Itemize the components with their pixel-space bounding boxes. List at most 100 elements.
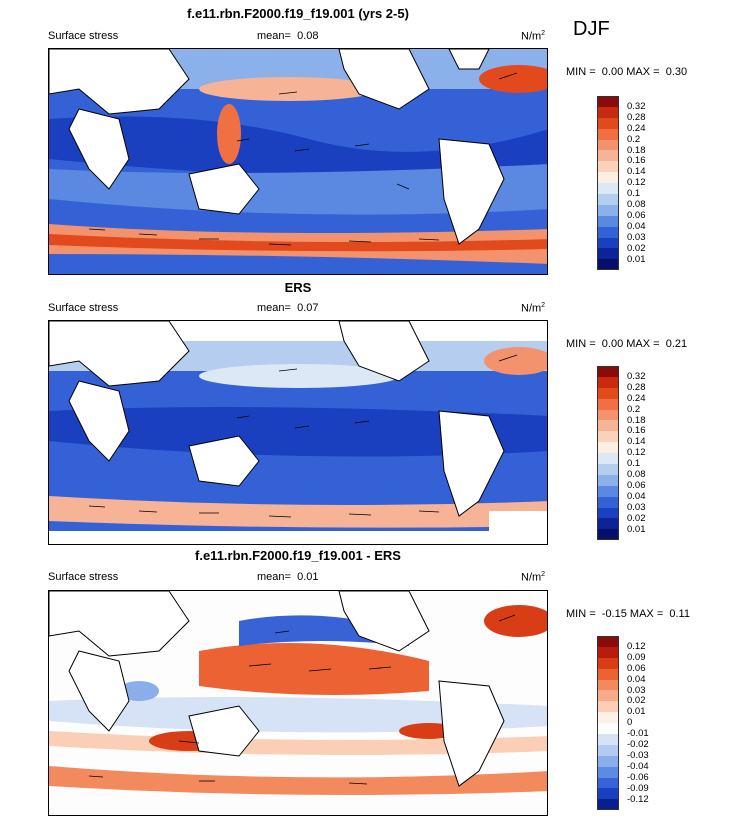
colorbar-tick-label: 0.01 xyxy=(627,523,646,535)
colorbar-swatch xyxy=(597,204,619,216)
colorbar-swatch xyxy=(597,183,619,195)
colorbar-swatch xyxy=(597,226,619,238)
panel-2-variable: Surface stress xyxy=(48,302,119,314)
panel-3-minmax: MIN = -0.15 MAX = 0.11 xyxy=(566,608,690,620)
panel-1-map xyxy=(48,48,548,275)
colorbar-swatch xyxy=(597,657,619,669)
colorbar-tick-label: 0.04 xyxy=(627,220,646,232)
colorbar-swatch xyxy=(597,701,619,713)
colorbar-swatch xyxy=(597,442,619,454)
colorbar-swatch xyxy=(597,96,619,107)
panel-3-units: N/m2 xyxy=(521,571,546,584)
colorbar-swatch xyxy=(597,259,619,271)
colorbar-swatch xyxy=(597,464,619,475)
colorbar-swatch xyxy=(597,398,619,410)
colorbar-tick-label: -0.02 xyxy=(627,739,649,750)
colorbar-swatch xyxy=(597,766,619,778)
colorbar-swatch xyxy=(597,172,619,184)
panel-1-map-svg xyxy=(49,49,547,274)
panel-1-minmax: MIN = 0.00 MAX = 0.30 xyxy=(566,66,688,78)
colorbar-tick-label: 0.24 xyxy=(627,392,646,404)
colorbar-swatch xyxy=(597,150,619,162)
colorbar-tick-label: -0.12 xyxy=(627,793,649,805)
colorbar-tick-label: 0.08 xyxy=(627,469,646,480)
colorbar-swatch xyxy=(597,474,619,486)
colorbar-tick-label: 0.02 xyxy=(627,695,646,707)
colorbar-swatch xyxy=(597,366,619,377)
colorbar-tick-label: 0.03 xyxy=(627,501,646,513)
colorbar-tick-label: -0.01 xyxy=(627,728,649,740)
colorbar-swatch xyxy=(597,755,619,767)
panel-3-variable: Surface stress xyxy=(48,571,119,583)
colorbar-swatch xyxy=(597,453,619,465)
panel-2-map-svg xyxy=(49,321,547,544)
colorbar-tick-label: 0.16 xyxy=(627,155,646,167)
colorbar-tick-label: 0.24 xyxy=(627,122,646,134)
panel-3-title: f.e11.rbn.F2000.f19_f19.001 - ERS xyxy=(195,548,401,563)
colorbar-swatch xyxy=(597,161,619,173)
panel-3-map-svg xyxy=(49,591,547,815)
colorbar-swatch xyxy=(597,777,619,789)
colorbar-tick-label: 0.03 xyxy=(627,231,646,243)
colorbar-swatch xyxy=(597,799,619,811)
panel-2-wind-vectors xyxy=(88,354,518,518)
season-label: DJF xyxy=(573,18,610,40)
colorbar-tick-label: 0.04 xyxy=(627,673,646,685)
colorbar-tick-label: 0.02 xyxy=(627,512,646,524)
colorbar-tick-label: -0.06 xyxy=(627,771,649,783)
colorbar-swatch xyxy=(597,636,619,647)
colorbar-tick-label: 0.28 xyxy=(627,111,646,123)
colorbar-swatch xyxy=(597,128,619,140)
panel-3-map xyxy=(48,590,548,816)
colorbar-tick-label: 0 xyxy=(627,717,633,729)
colorbar-swatch xyxy=(597,248,619,260)
colorbar-tick-label: 0.12 xyxy=(627,177,646,189)
colorbar-tick-label: 0.01 xyxy=(627,706,646,718)
colorbar-tick-label: 0.01 xyxy=(627,253,646,265)
panel-2-colorbar xyxy=(597,366,619,541)
colorbar-swatch xyxy=(597,723,619,735)
colorbar-tick-label: 0.1 xyxy=(627,188,641,200)
colorbar-swatch xyxy=(597,646,619,658)
panel-3-wind-vectors xyxy=(88,614,516,785)
colorbar-tick-label: 0.12 xyxy=(627,640,646,652)
colorbar-swatch xyxy=(597,485,619,497)
colorbar-swatch xyxy=(597,712,619,724)
colorbar-tick-label: 0.2 xyxy=(627,403,641,415)
colorbar-swatch xyxy=(597,788,619,800)
colorbar-swatch xyxy=(597,518,619,530)
colorbar-tick-label: 0.16 xyxy=(627,425,646,437)
colorbar-swatch xyxy=(597,679,619,691)
colorbar-swatch xyxy=(597,194,619,205)
colorbar-swatch xyxy=(597,529,619,541)
colorbar-swatch xyxy=(597,734,619,745)
panel-3-colorbar xyxy=(597,636,619,811)
colorbar-tick-label: 0.09 xyxy=(627,651,646,663)
colorbar-swatch xyxy=(597,507,619,519)
colorbar-swatch xyxy=(597,139,619,151)
colorbar-tick-label: 0.08 xyxy=(627,199,646,210)
panel-1-title: f.e11.rbn.F2000.f19_f19.001 (yrs 2-5) xyxy=(187,6,409,21)
colorbar-tick-label: -0.04 xyxy=(627,760,649,772)
colorbar-tick-label: 0.06 xyxy=(627,662,646,674)
colorbar-tick-label: 0.06 xyxy=(627,479,646,491)
colorbar-swatch xyxy=(597,237,619,249)
colorbar-swatch xyxy=(597,431,619,443)
colorbar-tick-label: 0.12 xyxy=(627,447,646,459)
colorbar-swatch xyxy=(597,387,619,399)
colorbar-tick-label: 0.14 xyxy=(627,166,646,178)
panel-2-minmax: MIN = 0.00 MAX = 0.21 xyxy=(566,338,688,350)
colorbar-tick-label: 0.06 xyxy=(627,209,646,221)
colorbar-tick-label: 0.1 xyxy=(627,458,641,470)
panel-1-units: N/m2 xyxy=(521,30,546,43)
panel-2-mean: mean= 0.07 xyxy=(257,302,319,314)
panel-1-colorbar xyxy=(597,96,619,271)
colorbar-swatch xyxy=(597,744,619,756)
panel-1-mean: mean= 0.08 xyxy=(257,30,319,42)
colorbar-swatch xyxy=(597,117,619,129)
colorbar-tick-label: 0.18 xyxy=(627,144,646,156)
colorbar-tick-label: 0.04 xyxy=(627,490,646,502)
colorbar-swatch xyxy=(597,690,619,702)
panel-2-units: N/m2 xyxy=(521,302,546,315)
panel-2-title: ERS xyxy=(284,280,312,295)
